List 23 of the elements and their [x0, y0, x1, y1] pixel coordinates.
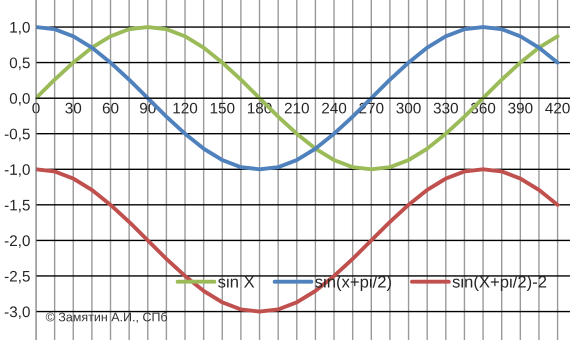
y-tick-label: -0,5	[4, 128, 30, 142]
y-tick-label: 0,0	[10, 93, 30, 106]
x-tick-label: 240	[322, 102, 346, 114]
x-tick-label: 210	[284, 102, 309, 114]
x-tick-label: 150	[210, 102, 234, 114]
y-tick-label: -2,0	[4, 235, 30, 248]
x-tick-label: 390	[508, 102, 532, 114]
y-tick-label: -1,5	[4, 200, 30, 212]
legend-label: sin X	[218, 275, 254, 288]
legend-label: sin(X+pi/2)-2	[452, 275, 546, 291]
y-tick-label: 1,0	[10, 22, 30, 35]
y-tick-label: -1,0	[4, 164, 30, 177]
x-tick-label: 420	[545, 102, 570, 114]
y-tick-label: -3,0	[4, 306, 30, 320]
x-tick-label: 330	[434, 102, 458, 114]
x-tick-label: 300	[396, 102, 421, 114]
y-tick-label: 0,5	[10, 57, 30, 70]
x-tick-label: 30	[65, 102, 82, 114]
x-tick-label: 120	[173, 102, 198, 114]
y-tick-label: -2,5	[4, 270, 30, 284]
annotation: © Замятин А.И., СПб	[46, 312, 168, 323]
x-tick-label: 60	[102, 102, 118, 114]
line-series	[36, 167, 560, 314]
